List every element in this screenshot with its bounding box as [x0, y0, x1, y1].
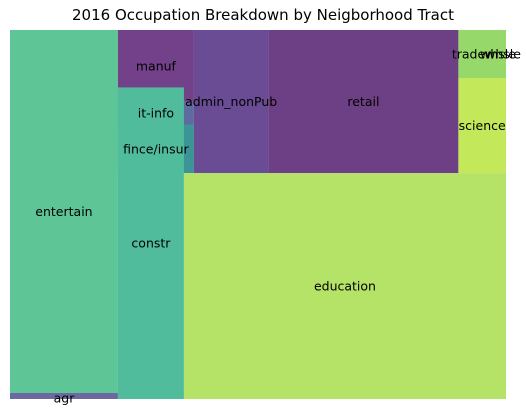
treemap-cell-science	[458, 78, 506, 174]
treemap-label-agr: agr	[54, 390, 76, 405]
treemap-cell-entertain	[10, 30, 118, 393]
treemap-label-admin-nonpub: admin_nonPub	[185, 94, 277, 109]
treemap-label-entertain: entertain	[35, 204, 92, 219]
treemap-label-whsle: whsle	[480, 47, 516, 62]
treemap-label-education: education	[314, 279, 376, 294]
treemap-cell-education	[183, 173, 506, 399]
treemap-label-constr: constr	[131, 236, 171, 251]
chart-title: 2016 Occupation Breakdown by Neigborhood…	[72, 6, 454, 24]
treemap-label-retail: retail	[347, 94, 379, 109]
treemap-label-it-info: it-info	[138, 106, 174, 121]
treemap-cell-agr	[10, 392, 118, 399]
treemap-label-manuf: manuf	[136, 58, 177, 73]
treemap-cell-retail	[268, 30, 459, 174]
treemap-label-science: science	[459, 118, 506, 133]
treemap-cell-constr	[117, 87, 184, 399]
treemap-cell-admin-nonpub	[193, 30, 269, 174]
treemap-cell-tradewhsle	[458, 30, 507, 78]
treemap-label-tradewhsle: tradewhsle	[452, 47, 521, 62]
treemap-label-fince-insur: fince/insur	[123, 141, 189, 156]
